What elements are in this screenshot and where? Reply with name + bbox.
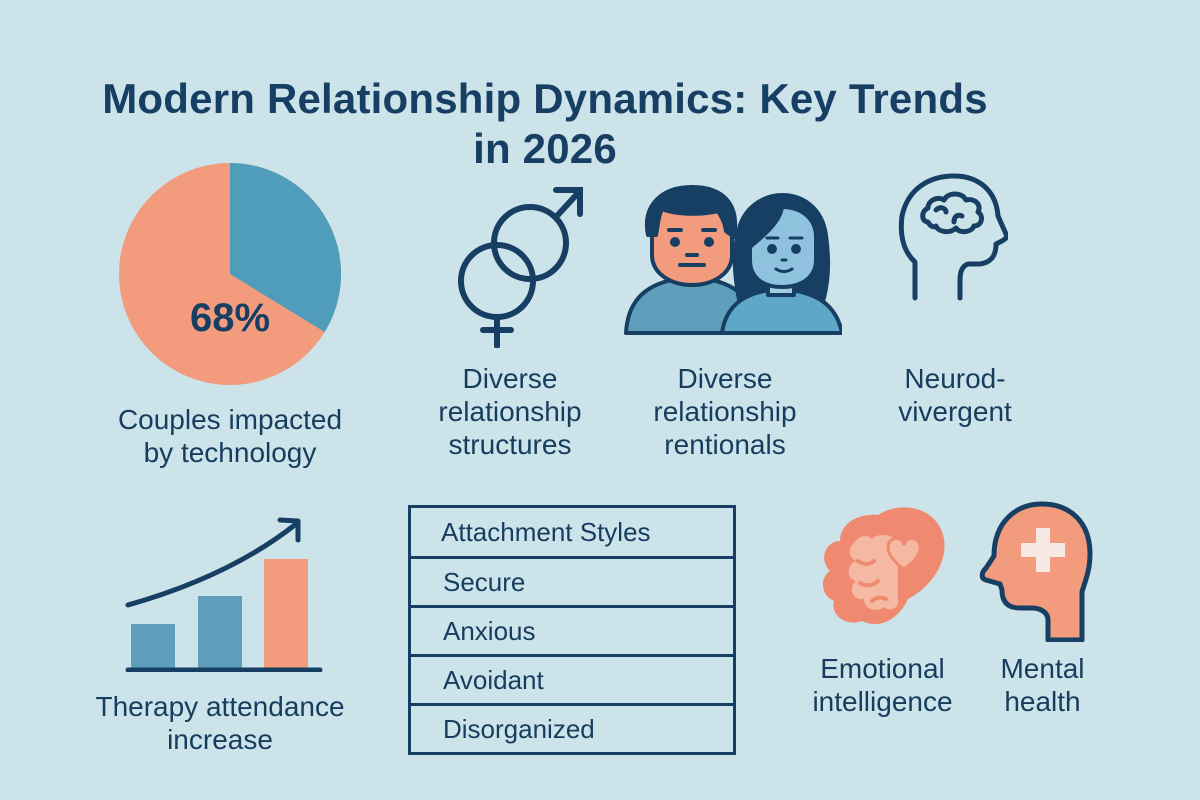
- head-brain-icon: [898, 172, 1008, 302]
- title-line-1: Modern Relationship Dynamics: Key Trends: [102, 75, 988, 122]
- page-title: Modern Relationship Dynamics: Key Trends…: [0, 74, 1090, 174]
- table-cell: Avoidant: [408, 654, 736, 706]
- attachment-styles-table: Attachment Styles Secure Anxious Avoidan…: [408, 505, 736, 755]
- mental-health-label: Mental health: [1000, 653, 1085, 717]
- table-header: Attachment Styles: [408, 505, 736, 559]
- table-cell: Anxious: [408, 605, 736, 657]
- pie-label: Couples impacted by technology: [117, 404, 343, 468]
- neurodivergent-label: Neurod- vivergent: [898, 363, 1012, 427]
- table-cell: Disorganized: [408, 703, 736, 755]
- diverse-structures-label: Diverse relationship structures: [438, 363, 582, 460]
- pie-percentage: 68%: [189, 296, 271, 340]
- table-row: Avoidant: [408, 654, 736, 706]
- couple-icon: [622, 185, 842, 335]
- bar-chart-trend-icon: [118, 512, 330, 672]
- brain-heart-icon: [818, 503, 948, 633]
- table-header-row: Attachment Styles: [408, 505, 736, 559]
- table-cell: Secure: [408, 556, 736, 608]
- diverse-rentionals-label: Diverse relationship rentionals: [653, 363, 797, 460]
- table-row: Secure: [408, 556, 736, 608]
- emotional-intelligence-label: Emotional intelligence: [812, 653, 953, 717]
- pie-chart: [118, 162, 342, 386]
- table-row: Anxious: [408, 605, 736, 657]
- table-row: Disorganized: [408, 703, 736, 755]
- head-medical-cross-icon: [976, 500, 1096, 642]
- title-line-2: in 2026: [473, 125, 617, 172]
- therapy-label: Therapy attendance increase: [95, 691, 345, 755]
- gender-symbols-icon: [450, 178, 590, 348]
